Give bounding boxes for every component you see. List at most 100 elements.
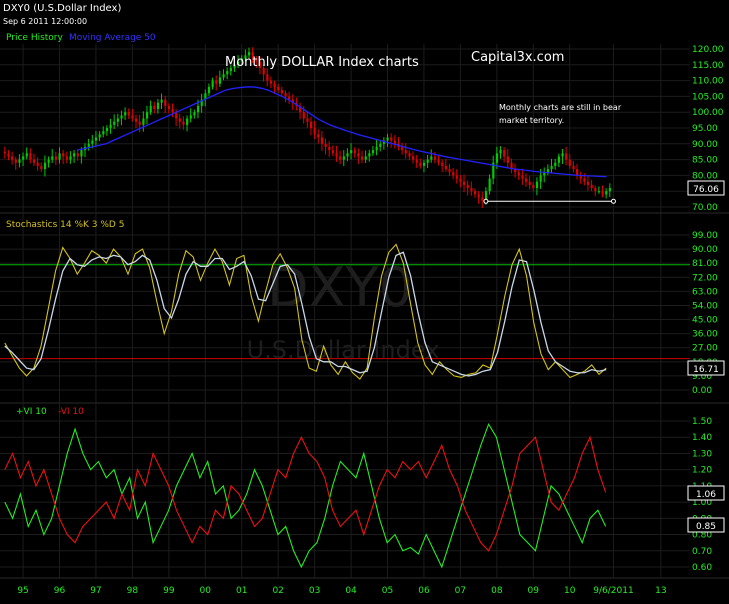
price-y-tick-label: 80.00: [692, 171, 718, 181]
bear-candle-body: [54, 156, 58, 160]
stoch-y-tick-label: 72.00: [692, 273, 718, 283]
bear-candle-body: [594, 188, 597, 192]
vi-plus-title: +VI 10: [16, 407, 47, 417]
watermark-name: U.S.Dollar Index: [247, 336, 440, 364]
bear-candle-body: [288, 96, 291, 100]
bear-candle-body: [466, 184, 469, 189]
bull-candle-body: [196, 105, 200, 113]
legend-moving-average: Moving Average 50: [69, 33, 156, 43]
bull-candle-body: [364, 156, 367, 160]
bear-candle-body: [510, 162, 513, 170]
note-line-1: Monthly charts are still in bear: [499, 103, 622, 112]
bear-candle-body: [353, 150, 356, 154]
chart-title: Monthly DOLLAR Index charts: [225, 55, 419, 70]
bull-candle-body: [120, 115, 123, 119]
x-tick-label: 95: [17, 586, 28, 596]
x-tick-label: 9/6/2011: [593, 586, 633, 596]
x-tick-label: 02: [272, 586, 283, 596]
stochastic-d-line: [4, 251, 607, 377]
vi-plus-last-value-box: [687, 517, 725, 533]
bull-candle-body: [91, 140, 94, 144]
bull-candle-body: [156, 102, 160, 110]
bear-candle-body: [579, 175, 582, 179]
bear-candle-body: [277, 86, 280, 91]
bear-candle-body: [306, 118, 309, 122]
datetime-label: Sep 6 2011 12:00:00: [3, 17, 87, 26]
bull-candle-body: [550, 165, 553, 170]
bear-candle-body: [167, 105, 171, 110]
bear-candle-body: [266, 74, 269, 81]
stoch-y-tick-label: 9.00: [692, 372, 712, 382]
stoch-y-tick-label: 54.00: [692, 301, 718, 311]
bear-candle-body: [408, 153, 411, 157]
vi-minus-last-value-box: [687, 485, 725, 501]
bear-candle-body: [317, 134, 320, 138]
bull-candle-body: [546, 169, 550, 173]
bull-candle-body: [73, 153, 76, 157]
vi-plus-last-value: 0.85: [696, 522, 716, 532]
bull-candle-body: [218, 77, 222, 84]
bear-candle-body: [3, 151, 7, 154]
bull-candle-body: [226, 71, 229, 75]
bull-candle-body: [484, 191, 488, 201]
bull-candle-body: [47, 159, 50, 163]
bull-candle-body: [350, 150, 353, 154]
bull-candle-body: [382, 140, 386, 144]
bear-candle-body: [65, 156, 68, 160]
bear-candle-body: [459, 178, 462, 182]
stoch-y-tick-label: 27.00: [692, 344, 718, 354]
bear-candle-body: [441, 162, 444, 166]
bull-candle-body: [102, 131, 105, 135]
moving-average-line: [77, 86, 607, 178]
bull-candle-body: [543, 172, 546, 176]
price-y-tick-label: 100.00: [692, 108, 724, 118]
x-tick-label: 98: [127, 586, 139, 596]
vi-y-tick-label: 1.40: [692, 433, 712, 443]
x-tick-label: 96: [54, 586, 66, 596]
bear-candle-body: [390, 137, 393, 141]
bear-candle-body: [357, 153, 360, 157]
bull-candle-body: [94, 137, 98, 141]
bull-candle-body: [80, 150, 83, 157]
bear-candle-body: [251, 52, 254, 59]
x-tick-label: 05: [382, 586, 393, 596]
bear-candle-body: [565, 153, 568, 160]
bear-candle-body: [401, 146, 404, 151]
bull-candle-body: [422, 162, 426, 166]
bull-candle-body: [204, 93, 207, 100]
stoch-y-tick-label: 81.00: [692, 259, 718, 269]
bull-candle-body: [211, 80, 214, 87]
bull-candle-body: [492, 162, 495, 179]
bull-candle-body: [597, 191, 601, 193]
bull-candle-body: [605, 191, 608, 195]
bear-candle-body: [302, 112, 305, 119]
bear-candle-body: [309, 121, 313, 128]
bull-candle-body: [109, 124, 112, 128]
bear-candle-body: [477, 194, 480, 198]
bear-candle-body: [568, 159, 571, 166]
bull-candle-body: [43, 162, 47, 170]
note-line-2: market territory.: [499, 116, 564, 125]
legend-price-history: Price History: [6, 33, 64, 43]
bull-candle-body: [342, 156, 345, 160]
bull-candle-body: [51, 156, 54, 160]
bull-candle-body: [25, 153, 28, 157]
bull-candle-body: [535, 181, 539, 189]
bull-candle-body: [124, 112, 127, 116]
bear-candle-body: [175, 112, 178, 119]
stoch-last-value-box: [687, 360, 725, 376]
price-last-value-box: [687, 180, 725, 196]
bull-candle-body: [557, 156, 560, 163]
bear-candle-body: [32, 159, 36, 163]
price-y-tick-label: 95.00: [692, 124, 718, 134]
bull-candle-body: [69, 156, 72, 160]
bear-candle-body: [601, 191, 604, 195]
bear-candle-body: [62, 153, 65, 157]
bull-candle-body: [200, 99, 203, 106]
bear-candle-body: [437, 159, 440, 163]
bull-candle-body: [237, 61, 240, 65]
bear-candle-body: [269, 80, 273, 84]
bear-candle-body: [524, 178, 528, 182]
bull-candle-body: [222, 74, 225, 78]
bull-candle-body: [499, 150, 502, 154]
